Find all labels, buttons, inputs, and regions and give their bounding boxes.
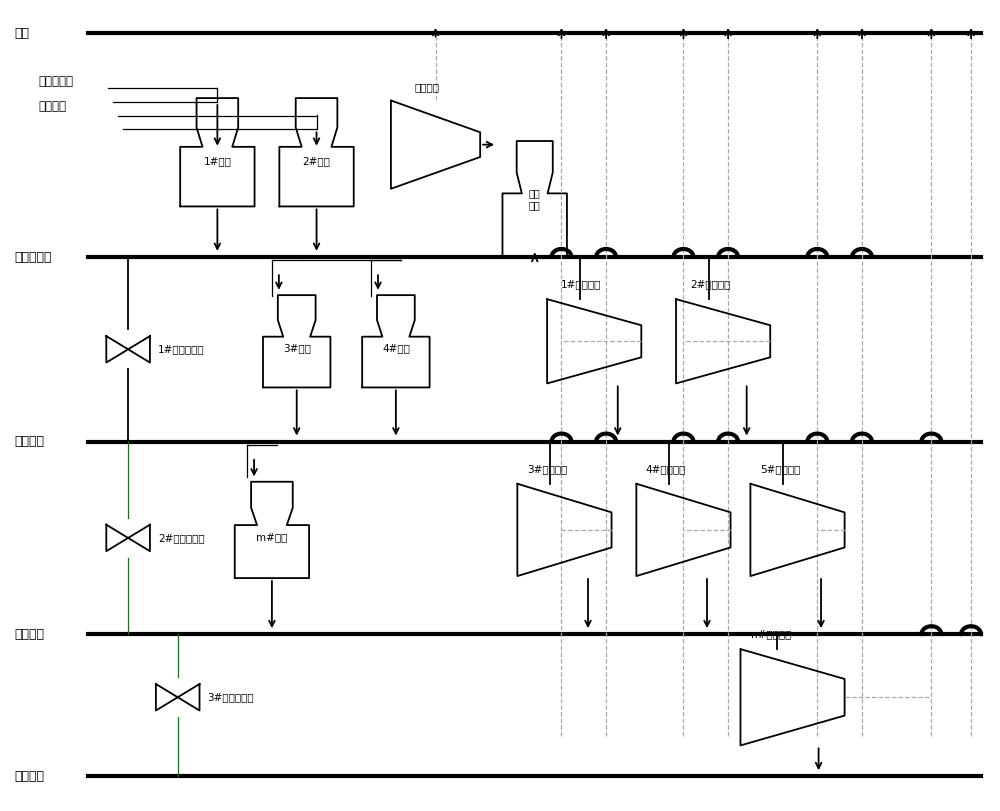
Text: n#蒸汽轮机: n#蒸汽轮机 — [751, 629, 791, 640]
Text: 副产煤气等: 副产煤气等 — [39, 75, 74, 88]
Text: 超高压蒸汽: 超高压蒸汽 — [14, 251, 52, 264]
Text: 2#锅炉: 2#锅炉 — [303, 156, 330, 166]
Text: 中压蒸汽: 中压蒸汽 — [14, 628, 44, 641]
Text: 余热
锅炉: 余热 锅炉 — [529, 188, 541, 210]
Text: 3#蒸汽轮机: 3#蒸汽轮机 — [527, 464, 567, 474]
Text: 4#锅炉: 4#锅炉 — [382, 344, 410, 354]
Text: 电力: 电力 — [14, 27, 29, 40]
Text: 高压蒸汽: 高压蒸汽 — [14, 436, 44, 448]
Text: 1#减温减压器: 1#减温减压器 — [158, 345, 205, 354]
Text: 多种燃料: 多种燃料 — [39, 100, 67, 113]
Text: m#锅炉: m#锅炉 — [256, 533, 288, 543]
Text: 4#蒸汽轮机: 4#蒸汽轮机 — [646, 464, 686, 474]
Text: 燃气轮机: 燃气轮机 — [414, 83, 439, 92]
Text: 3#减温减压器: 3#减温减压器 — [207, 693, 254, 702]
Text: 5#蒸汽轮机: 5#蒸汽轮机 — [760, 464, 800, 474]
Text: 1#锅炉: 1#锅炉 — [203, 156, 231, 166]
Text: 2#减温减压器: 2#减温减压器 — [158, 533, 205, 543]
Text: 3#锅炉: 3#锅炉 — [283, 344, 311, 354]
Text: 低压蒸汽: 低压蒸汽 — [14, 770, 44, 783]
Text: 1#蒸汽轮机: 1#蒸汽轮机 — [561, 280, 602, 290]
Text: 2#蒸汽轮机: 2#蒸汽轮机 — [690, 280, 731, 290]
